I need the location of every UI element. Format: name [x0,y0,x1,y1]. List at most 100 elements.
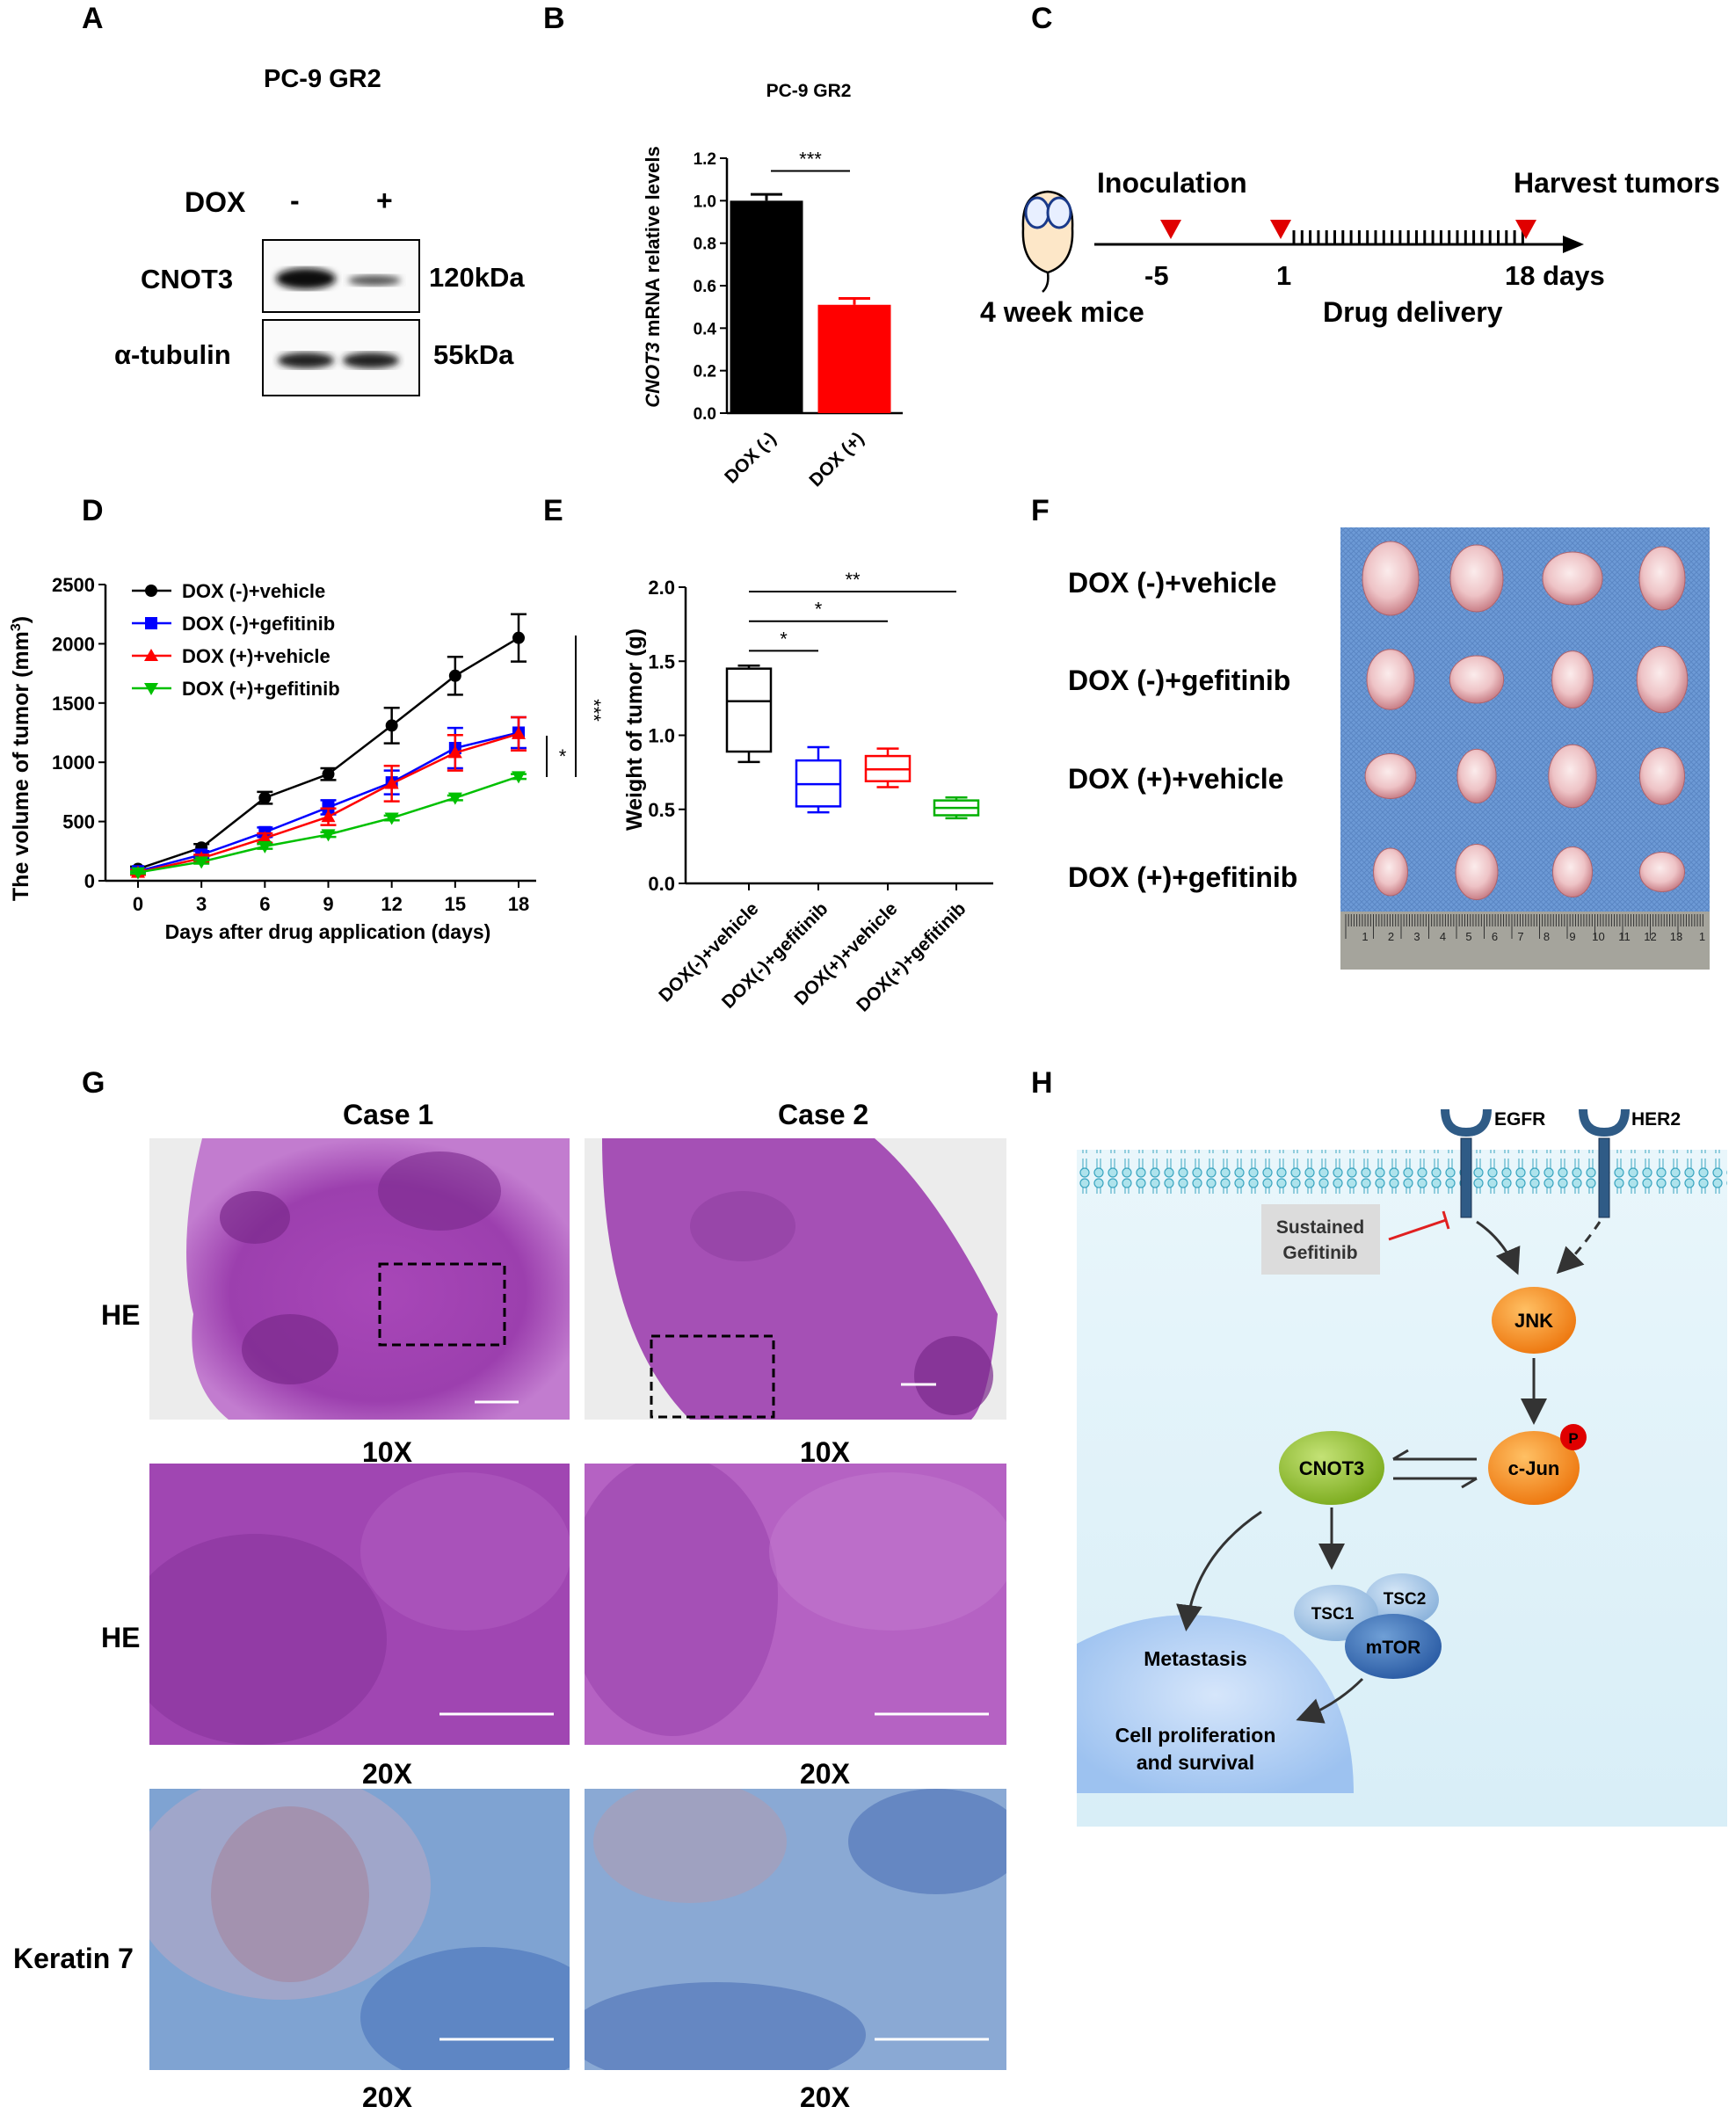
tsc2-label: TSC2 [1384,1590,1427,1609]
panel-b-bar-chart: PC-9 GR2 0.0 0.2 0.4 0.6 0.8 1.0 1.2 DOX (-) DO… [642,81,903,490]
chart-d-ytick-label: 500 [62,811,95,833]
chart-d-point [145,617,157,629]
chart-d-xtick-label: 12 [381,893,402,915]
panel-label-c: C [1031,2,1053,35]
ruler-number: 6 [1492,930,1498,943]
chart-d-point [144,649,158,661]
tumor-specimen [1455,844,1499,900]
chart-d-xtick-label: 18 [508,893,529,915]
chart-d-point [512,726,526,739]
phospho-icon [1560,1424,1587,1450]
cjun-node [1488,1431,1580,1505]
mice-label: 4 week mice [980,296,1144,328]
chart-d-ytick-label: 1000 [52,752,95,774]
chart-e-sig-label: * [780,628,788,650]
ruler-number: 4 [1440,930,1446,943]
gefitinib-label: Gefitinib [1282,1243,1357,1263]
tumor-specimen [1551,650,1594,708]
chart-d-point [258,831,272,844]
lane-minus-label: - [290,185,300,216]
jnk-label: JNK [1514,1310,1553,1332]
chart-e-ytick-label: 0.5 [648,799,675,821]
ruler-number: 13 [1670,930,1682,943]
panel-e-box-plot: 0.00.51.01.52.0 DOX(-)+vehicleDOX(-)+gef… [622,569,993,1016]
row-label-1: DOX (-)+gefitinib [1068,665,1291,696]
ruler-number: 9 [1569,930,1575,943]
chart-d-point [131,867,145,880]
chart-d-point [321,829,336,842]
chart-d-ytick-label: 1500 [52,693,95,715]
ruler-number: 7 [1517,930,1523,943]
chart-d-legend-label: DOX (+)+vehicle [182,645,330,667]
chart-d-point [258,840,272,854]
chart-b-title: PC-9 GR2 [766,81,852,101]
egfr-label: EGFR [1494,1109,1545,1130]
dox-label: DOX [185,186,246,218]
harvest-label: Harvest tumors [1514,167,1720,199]
mag-10x-2: 10X [800,1436,850,1468]
chart-d-point [321,810,336,823]
tumor-specimen [1639,747,1685,805]
metastasis-label: Metastasis [1144,1647,1247,1670]
tumor-specimen [1639,852,1685,892]
tumor-photo: 1 2 3 4 5 6 7 8 9 10 11 12 13 1 [1340,527,1710,970]
tumor-specimen [1449,655,1505,704]
day-1-label: 1 [1276,260,1292,291]
chart-d-point [384,776,399,789]
sustained-label: Sustained [1276,1217,1364,1238]
her2-label: HER2 [1631,1109,1681,1130]
ruler-number: 2 [1388,930,1394,943]
chart-d-point [322,767,335,781]
ruler-number: 1 [1699,930,1705,943]
chart-d-point [512,771,526,784]
chart-d-point [258,791,272,804]
chart-d-xtick-label: 6 [259,893,270,915]
tumor-specimen [1362,541,1420,616]
chart-d-point [194,856,209,869]
panel-label-f: F [1031,494,1050,527]
tumor-specimen [1548,744,1597,809]
chart-d-point [447,745,462,759]
band2-label: α-tubulin [114,339,231,370]
panel-h-pathway: EGFR HER2 Sustained Gefitinib JNK c-Jun … [1077,1108,1727,1827]
chart-d-xtick-label: 3 [196,893,207,915]
row-label-3: DOX (+)+gefitinib [1068,861,1298,893]
keratin7-20x-case1 [149,1789,570,2070]
case1-label: Case 1 [343,1099,434,1130]
chart-d-ytick-label: 0 [84,870,95,892]
chart-b-ytick-label: 1.0 [694,193,716,211]
panel-label-g: G [82,1066,105,1100]
chart-e-ytick-label: 2.0 [648,577,675,599]
panel-label-e: E [543,494,563,527]
tumor-specimen [1456,748,1497,804]
ruler-number: 12 [1644,930,1656,943]
panel-label-h: H [1031,1066,1053,1100]
mtor-node [1345,1614,1442,1679]
mag-10x-1: 10X [362,1436,412,1468]
panel-label-a: A [82,2,104,35]
chart-d-point [144,683,158,695]
he-20x-case1 [149,1464,570,1745]
egfr-receptor-icon [1441,1108,1492,1218]
jnk-node [1492,1287,1576,1354]
chart-d-xlabel: Days after drug application (days) [165,920,491,943]
panel-label-b: B [543,2,565,35]
chart-e-sig-label: * [815,599,823,621]
tsc1-label: TSC1 [1311,1605,1355,1624]
tumor-specimen [1552,846,1593,897]
chart-d-point [145,585,157,597]
marker-inoculation [1160,220,1181,239]
chart-e-ytick-label: 0.0 [648,873,675,895]
panel-label-d: D [82,494,104,527]
mag-20x-2: 20X [800,1758,850,1790]
prolif-label-1: Cell proliferation [1115,1724,1276,1747]
chart-b-bar [730,200,803,413]
tumor-specimen [1449,544,1504,613]
ruler-number: 5 [1465,930,1471,943]
ruler-number: 10 [1592,930,1604,943]
phospho-label: P [1568,1430,1578,1447]
chart-d-point [448,669,461,682]
row-label-he-2: HE [101,1622,141,1653]
chart-d-point [512,631,525,644]
chart-e-box [725,667,773,753]
